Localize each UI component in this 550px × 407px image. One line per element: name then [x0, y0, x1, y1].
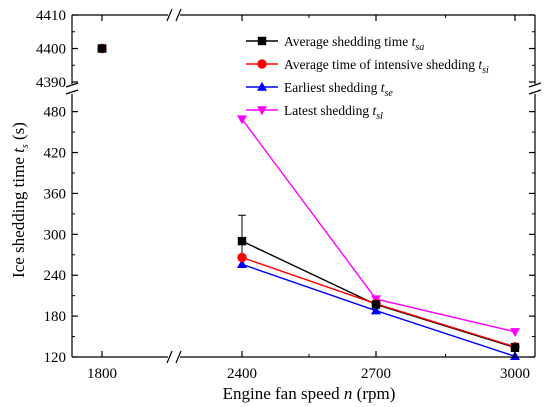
data-point-se-2700 [371, 305, 381, 315]
y-break-slash-b-0 [65, 89, 79, 95]
y-axis-subscript: s [20, 144, 31, 148]
legend-marker-se [257, 81, 267, 91]
axes-layer [65, 8, 542, 364]
legend-subscript: sa [415, 42, 424, 53]
x-tick-label-2400: 2400 [227, 366, 257, 382]
data-point-sl-3000 [510, 328, 520, 337]
legend-label-se: Earliest shedding tse [284, 80, 393, 99]
x-axis-variable: n [344, 384, 353, 403]
y-break-slash-a-1 [528, 82, 542, 88]
data-point-se-2400 [237, 259, 247, 269]
x-break-gap-1 [168, 354, 180, 360]
legend-name: Average time of intensive shedding [284, 57, 478, 72]
legend-marker-sa [257, 36, 267, 46]
data-point-sa-3000 [510, 343, 520, 352]
y-break-slash-a-0 [65, 82, 79, 88]
legend-item-se: Earliest shedding tse [246, 80, 393, 99]
y-axis-label: Ice shedding time [9, 157, 28, 278]
legend-subscript: sl [376, 111, 383, 122]
y-tick-label-360: 360 [44, 186, 67, 202]
x-axis-label: Engine fan speed [223, 384, 341, 403]
legend-label-si: Average time of intensive shedding tsi [284, 57, 489, 76]
legend-variable: t [412, 34, 417, 49]
y-axis-variable: t [9, 147, 28, 153]
legend-subscript: si [482, 65, 489, 76]
y-tick-label-4400: 4400 [36, 42, 66, 58]
x-tick-label-3000: 3000 [500, 366, 530, 382]
legend-variable: t [381, 80, 386, 95]
legend-marker-si [257, 59, 267, 69]
data-point-sa-1800 [97, 44, 107, 53]
y-axis-unit: (s) [9, 122, 28, 140]
legend-name: Average shedding time [284, 34, 412, 49]
legend-marker-sl [257, 106, 267, 116]
legend-label-sa: Average shedding time tsa [284, 34, 424, 53]
legend-subscript: se [385, 88, 394, 99]
ticks-layer: 1800 2400 2700 3000 120 180 240 300 360 420 480 439… [36, 8, 535, 382]
y-tick-label-180: 180 [44, 309, 67, 325]
legend-item-sa: Average shedding time tsa [246, 34, 424, 53]
y-break-gap-0 [69, 84, 75, 94]
data-point-sl-2400 [237, 115, 247, 125]
y-break-slash-b-1 [528, 89, 542, 95]
legend-name: Latest shedding [284, 103, 372, 118]
plot-background [72, 15, 535, 357]
data-point-sa-2700 [371, 300, 381, 309]
plot-area [72, 15, 535, 357]
legend-name: Earliest shedding [284, 80, 381, 95]
x-tick-label-2700: 2700 [361, 366, 391, 382]
y-tick-label-240: 240 [44, 268, 67, 284]
y-tick-label-4390: 4390 [36, 75, 66, 91]
x-break-slash-a-0 [166, 8, 173, 22]
x-break-slash-b-0 [175, 8, 182, 22]
y-tick-label-300: 300 [44, 227, 67, 243]
y-break-gap-1 [532, 84, 538, 94]
data-point-sa-2400 [237, 236, 247, 246]
y-tick-label-4410: 4410 [36, 8, 66, 24]
y-tick-label-120: 120 [44, 350, 67, 366]
x-tick-label-1800: 1800 [87, 366, 117, 382]
x-break-slash-a-1 [166, 350, 173, 364]
legend-item-si: Average time of intensive shedding tsi [246, 57, 489, 76]
y-tick-label-480: 480 [44, 105, 67, 121]
y-axis-title: Ice shedding time ts (s) [9, 122, 31, 278]
legend-label-sl: Latest shedding tsl [284, 103, 383, 122]
x-axis-unit: (rpm) [357, 384, 396, 403]
legend-variable: t [372, 103, 377, 118]
legend-item-sl: Latest shedding tsl [246, 103, 383, 122]
legend-variable: t [478, 57, 483, 72]
x-break-slash-b-1 [175, 350, 182, 364]
series-layer [97, 43, 520, 361]
x-break-gap-0 [168, 12, 180, 18]
x-axis-title: Engine fan speed n (rpm) [223, 384, 396, 403]
y-tick-label-420: 420 [44, 146, 67, 162]
data-point-si-2400 [237, 252, 247, 263]
